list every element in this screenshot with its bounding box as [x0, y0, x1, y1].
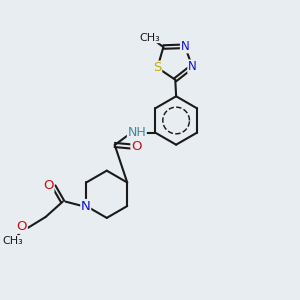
Text: S: S	[153, 61, 162, 74]
Text: NH: NH	[128, 126, 146, 139]
Text: O: O	[43, 179, 54, 192]
Text: CH₃: CH₃	[140, 33, 160, 43]
Text: CH₃: CH₃	[3, 236, 23, 246]
Text: N: N	[181, 40, 189, 53]
Text: N: N	[188, 60, 197, 73]
Text: O: O	[17, 220, 27, 233]
Text: N: N	[81, 200, 91, 213]
Text: O: O	[131, 140, 142, 153]
